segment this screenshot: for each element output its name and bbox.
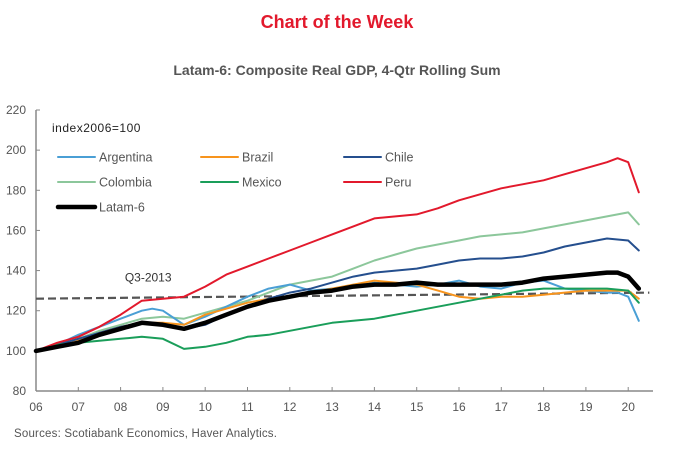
y-tick-label: 200: [6, 143, 26, 157]
legend-item-mexico: Mexico: [200, 176, 282, 190]
unit-label: index2006=100: [52, 121, 141, 135]
x-tick-label: 19: [579, 400, 593, 414]
x-tick-label: 18: [537, 400, 551, 414]
source-note: Sources: Scotiabank Economics, Haver Ana…: [14, 428, 278, 440]
legend-item-latam-6: Latam-6: [55, 201, 145, 215]
chart-title: Latam-6: Composite Real GDP, 4-Qtr Rolli…: [173, 62, 501, 78]
y-tick-label: 180: [6, 183, 26, 197]
x-tick-label: 06: [29, 400, 43, 414]
y-tick-label: 100: [6, 344, 26, 358]
y-tick-label: 80: [13, 384, 27, 398]
x-tick-label: 13: [325, 400, 339, 414]
legend-item-argentina: Argentina: [57, 151, 153, 165]
y-tick-label: 160: [6, 223, 26, 237]
annotation-label: Q3-2013: [125, 271, 172, 285]
x-tick-label: 15: [410, 400, 424, 414]
legend-item-colombia: Colombia: [57, 176, 152, 190]
page-title: Chart of the Week: [260, 12, 414, 32]
y-tick-label: 120: [6, 304, 26, 318]
legend: Argentina Brazil Chile Colombia Mexico Peru La…: [55, 151, 414, 215]
y-tick-label: 220: [6, 103, 26, 117]
legend-label: Chile: [385, 151, 414, 165]
legend-item-peru: Peru: [343, 176, 411, 190]
legend-item-brazil: Brazil: [200, 151, 273, 165]
series-line-mexico: [35, 287, 640, 352]
series-line-peru: [35, 157, 640, 352]
x-tick-label: 08: [114, 400, 128, 414]
legend-label: Peru: [385, 176, 411, 190]
series-group: [33, 157, 642, 354]
legend-label: Brazil: [242, 151, 273, 165]
x-tick-label: 09: [156, 400, 170, 414]
x-tick-label: 11: [241, 400, 254, 414]
y-tick-label: 140: [6, 264, 26, 278]
x-tick-label: 14: [368, 400, 382, 414]
x-tick-label: 17: [495, 400, 509, 414]
axes: 80 100 120 140 160 180 200 220 06 07 08 09 10 11 12 13 1…: [6, 103, 653, 414]
series-line-latam-6: [33, 270, 642, 354]
x-tick-label: 12: [283, 400, 297, 414]
x-tick-label: 07: [72, 400, 86, 414]
legend-label: Latam-6: [99, 201, 145, 215]
legend-label: Mexico: [242, 176, 282, 190]
annotation-group: Q3-2013: [35, 271, 650, 300]
x-tick-label: 16: [452, 400, 466, 414]
x-tick-label: 20: [622, 400, 636, 414]
legend-label: Argentina: [99, 151, 153, 165]
x-tick-label: 10: [199, 400, 213, 414]
series-line-colombia: [35, 211, 640, 352]
legend-item-chile: Chile: [343, 151, 414, 165]
legend-label: Colombia: [99, 176, 152, 190]
